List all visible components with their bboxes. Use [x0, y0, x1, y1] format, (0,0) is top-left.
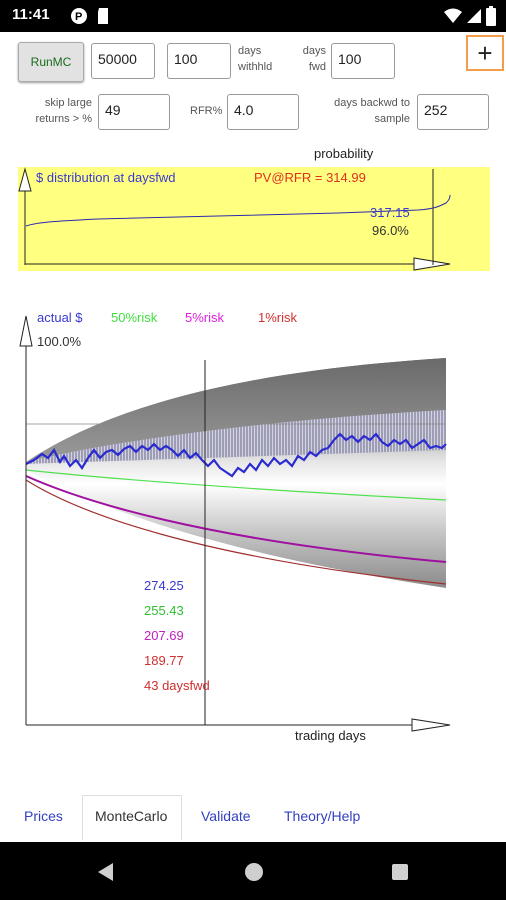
- x-axis-label: trading days: [295, 728, 366, 743]
- pv-rfr-label: PV@RFR = 314.99: [254, 170, 366, 185]
- legend-50-risk: 50%risk: [111, 310, 158, 325]
- skip-returns-label-bottom: returns > %: [35, 113, 92, 125]
- x-axis-arrow-icon: [411, 718, 451, 732]
- y-axis-arrow-icon: [19, 315, 33, 347]
- svg-text:P: P: [75, 11, 82, 23]
- probability-value-label: 317.15: [370, 205, 410, 220]
- monte-carlo-chart: [19, 315, 451, 732]
- risk-5-line: [25, 475, 447, 563]
- risk-50-line: [25, 469, 447, 501]
- navigation-bar: [0, 842, 506, 900]
- fan-hatched-band: [26, 410, 446, 464]
- probability-chart-title: $ distribution at daysfwd: [36, 170, 176, 185]
- days-fwd-label-top: days: [302, 45, 326, 57]
- percent-label: 100.0%: [37, 334, 82, 349]
- risk-1-line: [25, 479, 447, 585]
- probability-percent-label: 96.0%: [372, 223, 409, 238]
- recents-icon[interactable]: [391, 863, 409, 881]
- days-withheld-label-top: days: [238, 45, 262, 57]
- days-backwd-label-bottom: sample: [374, 113, 410, 125]
- risk-5-value-label: 207.69: [144, 628, 184, 643]
- app-notification-icon: P: [71, 8, 87, 24]
- rfr-input[interactable]: 4.0: [227, 94, 299, 130]
- back-icon[interactable]: [97, 862, 115, 882]
- y-axis-arrow-icon: [18, 167, 32, 192]
- probability-chart-svg: [18, 167, 451, 271]
- sd-card-icon: [98, 8, 108, 24]
- active-tab-background: [82, 795, 182, 840]
- legend-5-risk: 5%risk: [185, 310, 225, 325]
- home-icon[interactable]: [244, 862, 264, 882]
- tab-theory-help[interactable]: Theory/Help: [284, 808, 361, 824]
- daysfwd-value-label: 43 daysfwd: [144, 678, 210, 693]
- status-bar: 11:41 P: [0, 0, 506, 32]
- tab-prices[interactable]: Prices: [24, 808, 63, 824]
- days-withheld-label-bottom: withhld: [238, 61, 273, 73]
- risk-1-value-label: 189.77: [144, 653, 184, 668]
- days-backwd-input[interactable]: 252: [417, 94, 489, 130]
- simulations-input[interactable]: 50000: [91, 43, 155, 79]
- actual-price-line: [25, 432, 447, 478]
- legend-1-risk: 1%risk: [258, 310, 298, 325]
- skip-returns-label-top: skip large: [44, 97, 92, 109]
- run-mc-button[interactable]: RunMC: [18, 42, 84, 82]
- days-backwd-label-top: days backwd to: [334, 97, 410, 109]
- status-time: 11:41: [12, 6, 50, 23]
- tab-montecarlo[interactable]: MonteCarlo: [95, 808, 168, 824]
- rfr-label: RFR%: [190, 105, 223, 117]
- days-withheld-input[interactable]: 100: [167, 43, 231, 79]
- x-axis-arrow-icon: [413, 257, 451, 271]
- probability-header: probability: [314, 146, 374, 161]
- probability-chart: $ distribution at daysfwd PV@RFR = 314.9…: [18, 167, 490, 271]
- probability-curve: [25, 194, 451, 227]
- actual-value-label: 274.25: [144, 578, 184, 593]
- legend-actual: actual $: [37, 310, 83, 325]
- skip-returns-input[interactable]: 49: [98, 94, 170, 130]
- fan-top-band: [26, 358, 446, 462]
- tab-validate[interactable]: Validate: [201, 808, 251, 824]
- wifi-icon: [444, 8, 462, 23]
- battery-icon: [486, 6, 496, 26]
- days-fwd-input[interactable]: 100: [331, 43, 395, 79]
- days-fwd-label-bottom: fwd: [308, 61, 326, 73]
- add-button[interactable]: +: [466, 35, 504, 71]
- signal-icon: [467, 9, 481, 23]
- risk-50-value-label: 255.43: [144, 603, 184, 618]
